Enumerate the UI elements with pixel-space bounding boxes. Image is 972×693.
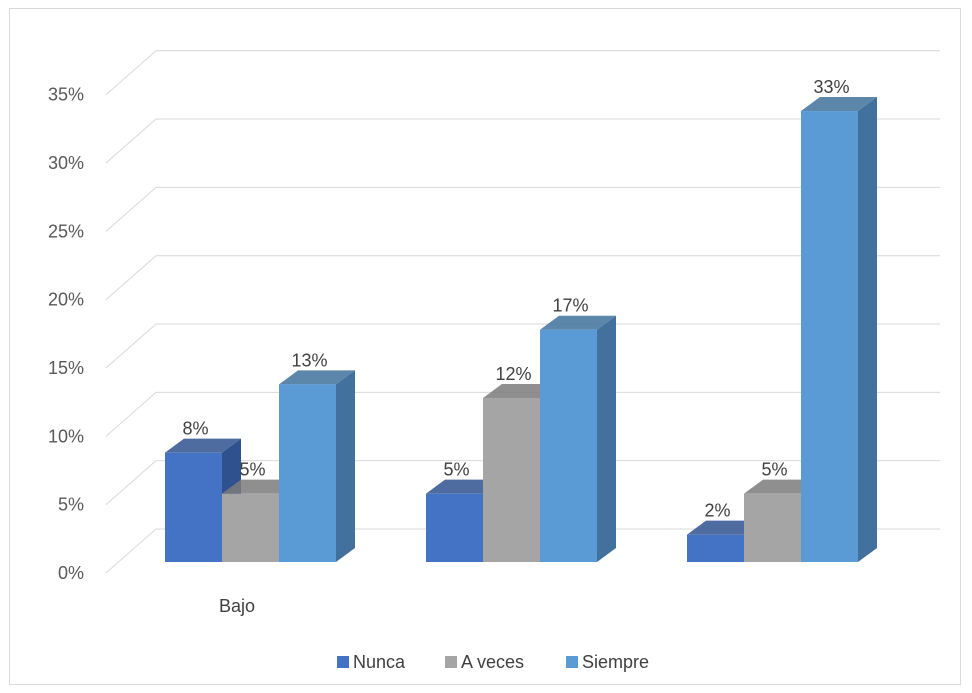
bar-siempre (279, 370, 355, 562)
data-label: 5% (761, 460, 787, 480)
data-label: 12% (495, 364, 531, 384)
legend-swatch (337, 656, 349, 668)
legend-item: Siempre (566, 652, 649, 672)
legend: Nunca A veces Siempre (337, 652, 649, 672)
data-label: 17% (552, 296, 588, 316)
y-tick-label: 30% (48, 153, 84, 173)
data-label: 8% (182, 419, 208, 439)
y-tick-label: 5% (58, 495, 84, 515)
legend-item: Nunca (337, 652, 406, 672)
y-tick-label: 25% (48, 221, 84, 241)
legend-label: A veces (461, 652, 524, 672)
legend-item: A veces (445, 652, 524, 672)
legend-swatch (445, 656, 457, 668)
legend-label: Nunca (353, 652, 406, 672)
y-axis-ticks: 0% 5% 10% 15% 20% 25% 30% 35% (48, 85, 84, 583)
bars (165, 97, 877, 562)
data-label: 2% (704, 501, 730, 521)
category-label: Bajo (219, 596, 255, 616)
gridline (105, 50, 940, 96)
y-tick-label: 0% (58, 563, 84, 583)
bar-siempre (540, 315, 616, 562)
data-label: 13% (291, 350, 327, 370)
legend-label: Siempre (582, 652, 649, 672)
y-tick-label: 20% (48, 290, 84, 310)
category-labels: Bajo (219, 596, 255, 616)
legend-swatch (566, 656, 578, 668)
y-tick-label: 15% (48, 358, 84, 378)
y-tick-label: 10% (48, 426, 84, 446)
bar-siempre (801, 97, 877, 562)
data-label: 5% (239, 460, 265, 480)
data-label: 33% (813, 77, 849, 97)
y-tick-label: 35% (48, 85, 84, 105)
data-labels: 8% 5% 13% 5% 12% 17% 2% 5% 33% (182, 77, 849, 521)
data-label: 5% (443, 460, 469, 480)
